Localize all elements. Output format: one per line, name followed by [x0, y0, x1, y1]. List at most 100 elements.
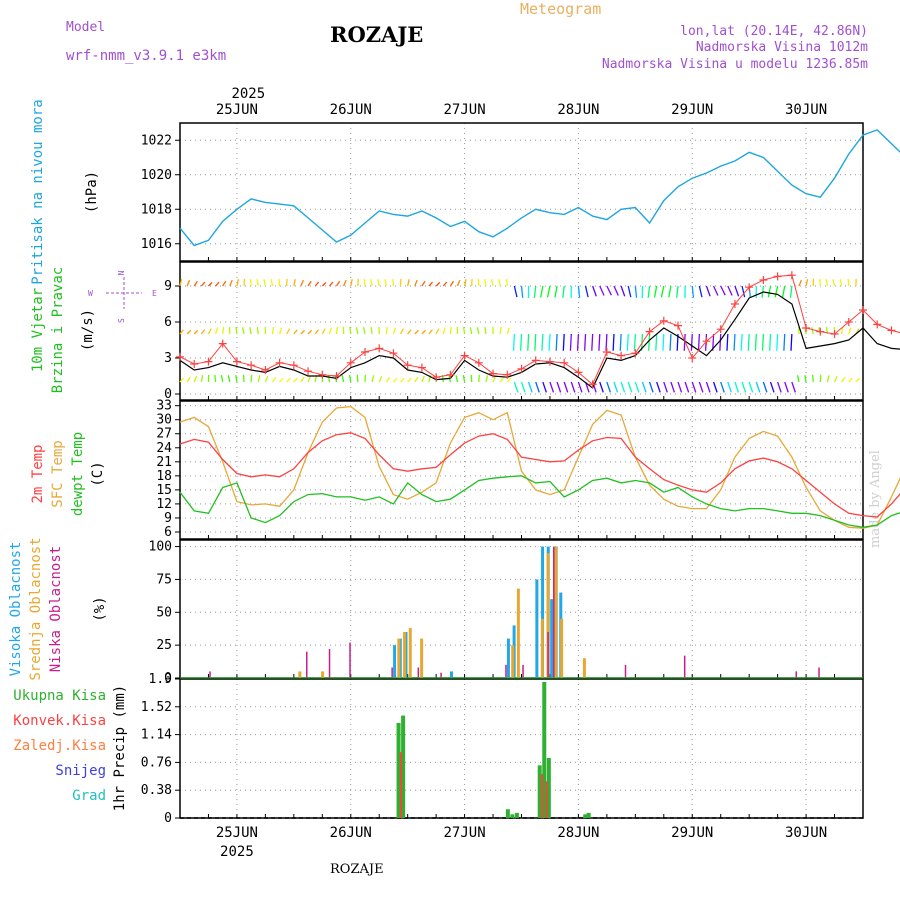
wind-arrow [321, 281, 327, 287]
wind-arrow [484, 278, 487, 287]
gust-marker [360, 348, 369, 356]
gust-marker [417, 363, 426, 372]
y-tick-label: 30 [156, 413, 172, 428]
precip-bar [399, 752, 402, 818]
gust-marker [474, 358, 483, 367]
wind-arrow [356, 374, 359, 383]
wind-arrow [620, 381, 626, 393]
sfc-temp-line [179, 405, 900, 529]
wind-arrow [626, 333, 629, 351]
panel-frame [179, 261, 864, 401]
y-tick-label: 33 [156, 399, 172, 414]
wind-arrow [470, 374, 473, 383]
wind-arrow [790, 333, 793, 351]
wind-arrow [613, 381, 619, 393]
wind-arrow [562, 333, 565, 351]
precip-legend-item: Snijeg [55, 763, 106, 779]
wind-arrow [647, 285, 651, 298]
wind-arrow [278, 278, 281, 287]
gust-marker [730, 300, 739, 308]
cloud-bar [541, 546, 545, 678]
wind-arrow [421, 329, 426, 335]
wind-arrow [513, 381, 519, 393]
gust-marker [289, 361, 298, 370]
wind-arrow [684, 381, 690, 393]
wind-arrow [414, 376, 419, 383]
wind-arrow [462, 326, 466, 335]
wind-arrow [257, 375, 261, 383]
wind-arrow [676, 285, 679, 298]
y-tick-label: 21 [156, 455, 172, 470]
cloud-bar [550, 599, 554, 678]
ylabel-c: (C) [90, 461, 106, 486]
wind-arrow [279, 377, 284, 383]
wind-arrow [293, 377, 298, 383]
gust-marker [873, 320, 882, 329]
wind-arrow [200, 329, 206, 335]
gust-marker [204, 357, 213, 366]
wind-arrow [506, 327, 510, 335]
wind-arrow [562, 285, 565, 298]
precip-bar [546, 758, 551, 818]
wind-arrow [242, 374, 245, 383]
wind-arrow [235, 326, 238, 335]
wind-arrow [598, 333, 601, 351]
wind-arrow [499, 326, 502, 335]
wind-arrow [271, 326, 275, 335]
model-elevation: Nadmorska Visina u modelu 1236.85m [601, 57, 868, 72]
wind-arrow [222, 280, 227, 287]
gust-marker [403, 361, 412, 370]
wind-arrow [456, 279, 461, 287]
wind-arrow [774, 285, 779, 298]
meteogram-label: Meteogram [520, 0, 602, 18]
cloud-bar [818, 667, 820, 678]
wind-arrow [519, 333, 523, 351]
cloud-bar [298, 671, 302, 678]
wind-arrow [591, 333, 594, 351]
wind-arrow [832, 279, 836, 287]
wind-arrow [362, 327, 366, 335]
wind-arrow [541, 333, 544, 351]
wind-arrow [179, 329, 184, 335]
wind-arrow [826, 375, 830, 383]
day-label-bottom: 26JUN [330, 825, 372, 841]
ylabel-pressure: Pritisak na nivou mora [30, 99, 46, 284]
y-tick-label: 0 [164, 671, 172, 686]
compass-s: S [117, 318, 126, 323]
wind-arrow [798, 279, 802, 287]
wind-arrow [428, 281, 434, 287]
cloud-bar [403, 632, 407, 678]
wind-arrow [777, 381, 782, 393]
wind-arrow [186, 376, 191, 383]
wind-arrow [463, 279, 467, 287]
day-label-top: 27JUN [444, 102, 486, 118]
wind-arrow [392, 327, 397, 335]
wind-arrow [789, 285, 793, 298]
wind-arrow [428, 329, 433, 335]
wind-arrow [186, 329, 192, 335]
gust-marker [247, 361, 256, 370]
wind-arrow [435, 328, 440, 335]
wind-arrow [791, 381, 796, 393]
y-tick-label: 6 [164, 315, 172, 330]
wind-arrow [392, 278, 395, 287]
ylabel-hpa: (hPa) [84, 171, 100, 213]
ylabel-2m: 2m Temp [30, 444, 46, 503]
wind-arrow [741, 381, 747, 393]
ylabel-wind-dir: Brzina i Pravac [50, 267, 66, 393]
wind-arrow [271, 376, 277, 383]
panel-frame [179, 539, 864, 679]
wind-arrow [633, 333, 636, 351]
wind-arrow [720, 381, 725, 393]
wind-arrow [542, 381, 547, 393]
wind-arrow [300, 329, 306, 335]
gust-marker [489, 369, 498, 378]
y-tick-label: 9 [164, 511, 172, 526]
wind-arrow [179, 279, 183, 287]
ylabel-high: Visoka Oblacnost [8, 542, 24, 677]
precip-bar [537, 765, 542, 818]
model-name: wrf-nmm_v3.9.1 e3km [66, 48, 227, 64]
wind-arrow [783, 333, 786, 351]
wind-arrow [825, 278, 829, 287]
gust-marker [190, 360, 199, 368]
